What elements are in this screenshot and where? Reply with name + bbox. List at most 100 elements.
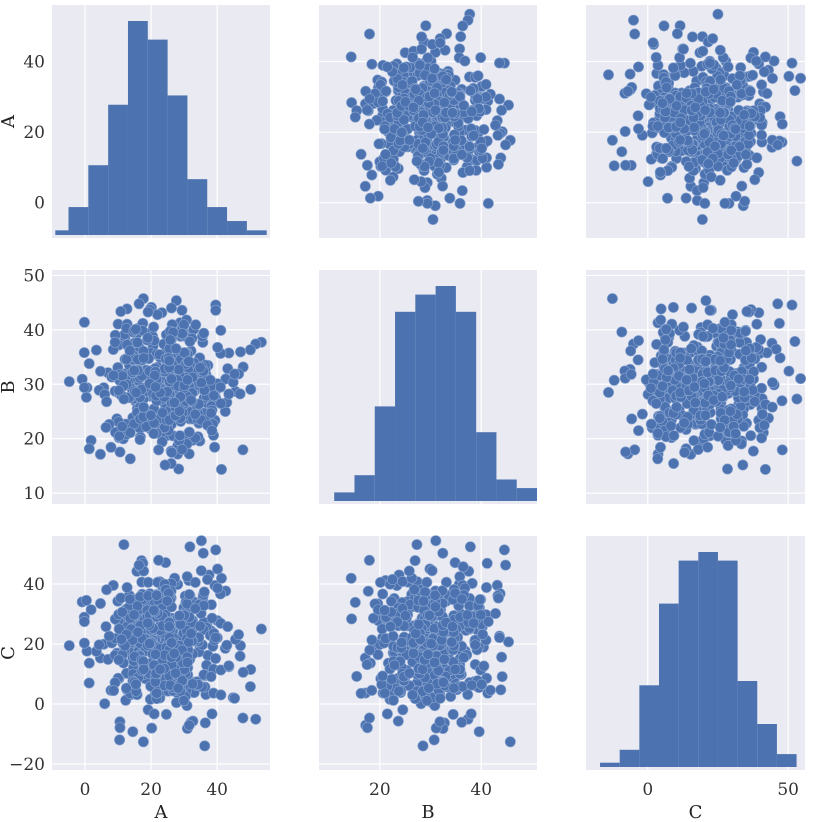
scatter-point [437,144,449,156]
scatter-point [132,626,144,638]
scatter-point [429,87,441,99]
y-tick-label: 0 [34,194,45,214]
scatter-point [698,378,710,390]
scatter-point [660,142,672,154]
scatter-point [215,397,227,409]
scatter-point [438,97,450,109]
scatter-point [683,161,695,173]
scatter-point [223,660,235,672]
scatter-point [688,381,700,393]
scatter-point [498,544,510,556]
scatter-point [725,324,737,336]
scatter-point [421,197,433,209]
hist-bar [659,603,679,767]
panel-B-vs-C [586,270,807,504]
scatter-point [130,323,142,335]
scatter-point [118,539,130,551]
scatter-point [722,61,734,73]
scatter-point [413,618,425,630]
scatter-point [461,609,473,621]
scatter-point [478,660,490,672]
scatter-point [78,637,90,649]
scatter-point [657,153,669,165]
scatter-point [385,595,397,607]
hist-bar [496,479,517,501]
scatter-point [717,332,729,344]
scatter-point [166,302,178,314]
scatter-point [419,161,431,173]
scatter-point [668,457,680,469]
scatter-point [429,589,441,601]
scatter-point [667,62,679,74]
scatter-point [458,100,470,112]
scatter-point [420,20,432,32]
scatter-point [679,446,691,458]
scatter-point [608,374,620,386]
scatter-point [745,430,757,442]
scatter-point [208,390,220,402]
scatter-point [403,565,415,577]
scatter-point [189,576,201,588]
scatter-point [363,28,375,40]
scatter-point [739,195,751,207]
hist-bar [127,21,148,235]
scatter-point [90,344,102,356]
scatter-point [361,159,373,171]
scatter-point [212,341,224,353]
scatter-point [373,138,385,150]
scatter-point [434,716,446,728]
scatter-point [476,142,488,154]
scatter-point [719,197,731,209]
scatter-point [351,670,363,682]
scatter-point [423,609,435,621]
scatter-point [454,197,466,209]
scatter-point [172,682,184,694]
scatter-point [428,734,440,746]
scatter-point [772,298,784,310]
scatter-point [719,316,731,328]
scatter-point [166,637,178,649]
scatter-point [384,621,396,633]
scatter-point [173,463,185,475]
scatter-point [364,93,376,105]
y-tick-label: 20 [23,123,45,143]
scatter-point [462,689,474,701]
scatter-point [776,395,788,407]
scatter-point [396,636,408,648]
scatter-point [124,427,136,439]
hist-bar [88,165,109,235]
scatter-point [608,160,620,172]
scatter-point [237,712,249,724]
scatter-point [688,435,700,447]
scatter-point [366,634,378,646]
scatter-point [363,712,375,724]
scatter-point [697,330,709,342]
hist-bar [776,754,797,767]
scatter-point [116,633,128,645]
scatter-point [168,647,180,659]
scatter-point [85,604,97,616]
scatter-point [756,408,768,420]
scatter-point [381,708,393,720]
scatter-point [626,413,638,425]
scatter-point [440,74,452,86]
scatter-point [493,57,505,69]
scatter-point [756,382,768,394]
scatter-point [740,345,752,357]
scatter-point [674,116,686,128]
scatter-point [345,51,357,63]
scatter-point [474,594,486,606]
scatter-point [245,383,257,395]
scatter-point [730,190,742,202]
scatter-point [397,575,409,587]
scatter-point [625,368,637,380]
scatter-point [363,118,375,130]
x-tick-label: 40 [206,780,228,800]
scatter-point [716,391,728,403]
scatter-point [166,373,178,385]
scatter-point [665,420,677,432]
scatter-point [168,397,180,409]
scatter-point [233,629,245,641]
scatter-point [761,88,773,100]
scatter-point [115,592,127,604]
